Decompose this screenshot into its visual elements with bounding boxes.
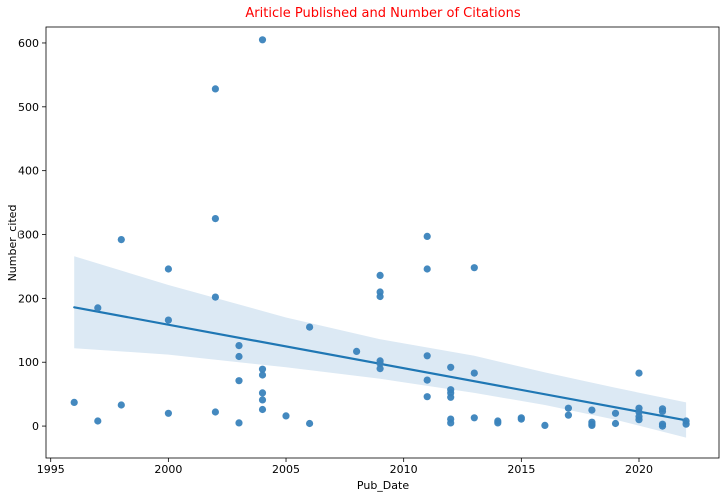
data-point — [423, 393, 431, 401]
data-point — [470, 264, 478, 272]
data-point — [117, 401, 125, 409]
data-point — [211, 85, 219, 93]
y-tick-label: 300 — [18, 229, 39, 242]
data-point — [494, 417, 502, 425]
data-point — [258, 389, 267, 397]
data-point — [447, 386, 455, 394]
data-point — [447, 363, 455, 371]
data-point — [235, 352, 243, 361]
data-point — [611, 409, 620, 417]
data-point — [682, 417, 690, 425]
data-point — [235, 342, 243, 350]
data-point — [258, 371, 267, 379]
data-point — [258, 365, 267, 373]
x-tick-label: 1995 — [37, 463, 65, 476]
y-tick-label: 100 — [18, 356, 39, 369]
y-axis-label: Number_cited — [6, 205, 19, 282]
plot-frame — [45, 26, 720, 459]
data-point — [258, 36, 267, 44]
data-point — [94, 417, 102, 425]
data-point — [117, 236, 125, 244]
data-point — [423, 232, 431, 240]
y-tick-label: 0 — [32, 420, 39, 433]
data-point — [211, 408, 219, 416]
data-point — [94, 304, 102, 312]
data-point — [588, 406, 596, 414]
y-tick-label: 400 — [18, 165, 39, 178]
data-point — [353, 347, 361, 355]
data-point — [517, 414, 525, 422]
data-point — [70, 398, 78, 406]
data-point — [376, 288, 384, 296]
data-point — [611, 419, 620, 428]
x-axis: 1995 2000 2005 2010 2015 2020 — [37, 458, 653, 476]
data-point — [658, 405, 667, 413]
data-point — [541, 421, 549, 429]
data-point — [235, 377, 243, 385]
data-point — [658, 420, 667, 428]
data-point — [376, 365, 384, 373]
chart-title: Ariticle Published and Number of Citatio… — [245, 6, 520, 21]
y-tick-label: 200 — [18, 292, 39, 305]
plot-area — [70, 36, 690, 438]
data-point — [635, 404, 643, 412]
data-point — [211, 215, 219, 223]
data-point — [423, 376, 431, 384]
data-point — [588, 418, 596, 426]
x-tick-label: 2000 — [154, 463, 182, 476]
data-point — [376, 271, 384, 279]
x-tick-label: 2020 — [625, 463, 653, 476]
data-point — [423, 352, 431, 360]
y-tick-label: 600 — [18, 37, 39, 50]
data-point — [164, 265, 172, 273]
data-point — [306, 419, 314, 428]
data-point — [423, 265, 431, 273]
data-point — [282, 412, 290, 420]
x-tick-label: 2015 — [507, 463, 535, 476]
data-point — [235, 419, 243, 427]
data-point — [164, 316, 172, 324]
x-axis-label: Pub_Date — [357, 479, 409, 492]
data-point — [564, 411, 573, 419]
x-tick-label: 2005 — [272, 463, 300, 476]
y-axis: 0 100 200 300 400 500 600 — [18, 37, 46, 433]
data-point — [258, 405, 267, 414]
x-tick-label: 2010 — [390, 463, 418, 476]
data-point — [447, 415, 455, 423]
data-point — [564, 404, 573, 412]
data-point — [470, 369, 478, 377]
data-point — [376, 357, 384, 365]
data-point — [258, 396, 267, 404]
data-point — [164, 409, 172, 417]
data-point — [306, 323, 314, 331]
data-point — [635, 369, 643, 377]
y-tick-label: 500 — [18, 101, 39, 114]
data-point — [470, 414, 478, 422]
data-point — [211, 293, 219, 301]
